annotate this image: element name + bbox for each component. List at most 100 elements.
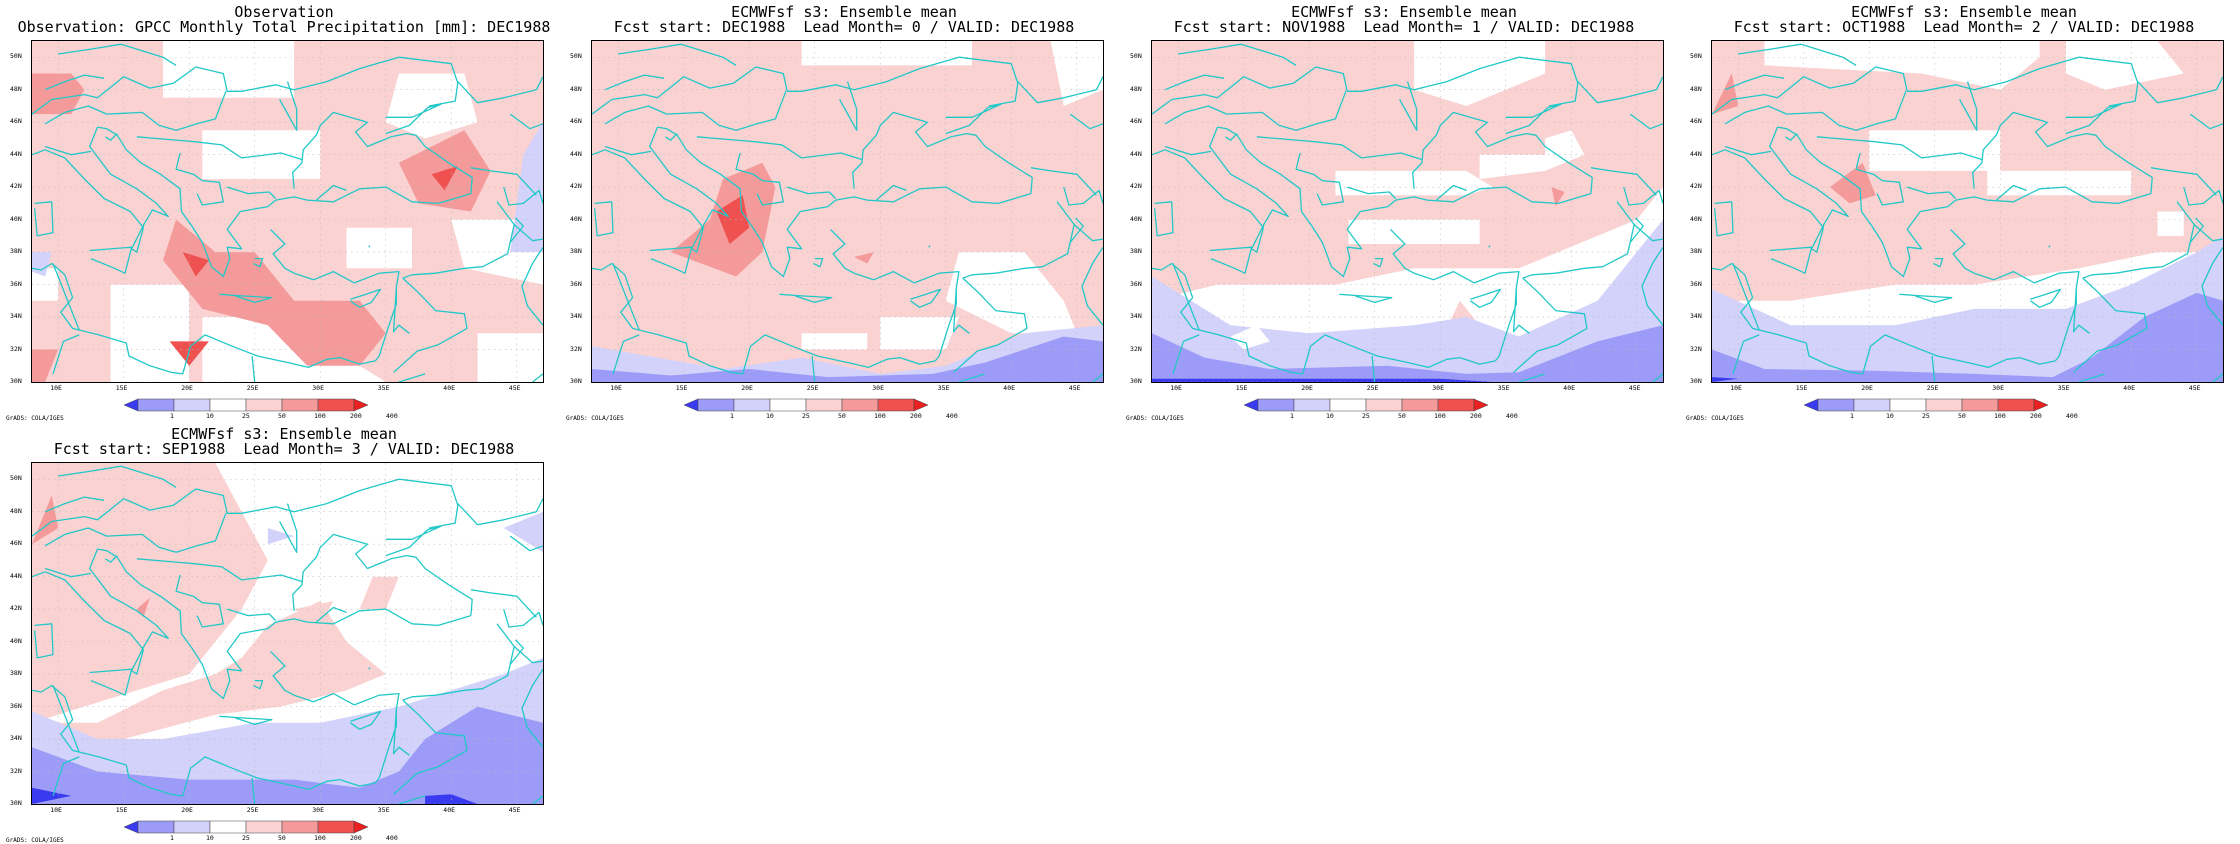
panel-subtitle: Fcst start: SEP1988 Lead Month= 3 / VALI…	[53, 440, 515, 458]
lat-tick-label: 34N	[570, 312, 582, 321]
colorbar-label: 25	[1362, 412, 1370, 420]
lat-tick-label: 48N	[1130, 84, 1142, 93]
colorbar-segment	[877, 398, 915, 412]
colorbar-arrow-low	[1804, 398, 1819, 412]
lat-tick-label: 50N	[1130, 52, 1142, 61]
coastline	[1209, 246, 1253, 274]
coastline	[2183, 186, 2223, 206]
coastline	[397, 795, 426, 804]
lat-tick-label: 50N	[10, 52, 22, 61]
coastline	[457, 498, 543, 526]
lon-tick-label: 20E	[181, 806, 193, 814]
lat-tick-label: 40N	[570, 214, 582, 223]
colorbar-label: 200	[2030, 412, 2042, 420]
coastline	[1178, 43, 1297, 66]
lon-tick-label: 15E	[115, 806, 128, 814]
coastline	[509, 639, 524, 665]
coastline	[1731, 56, 2139, 107]
colorbar-label: 10	[206, 834, 214, 842]
lat-tick-label: 36N	[10, 701, 22, 710]
coastline	[1373, 257, 1384, 268]
coastline	[350, 710, 382, 730]
coastline	[1899, 293, 1953, 304]
precip-shading	[1869, 130, 2001, 171]
coastline	[1172, 263, 1200, 331]
coastline	[1017, 76, 1103, 104]
colorbar-label: 400	[386, 412, 398, 420]
coastline	[402, 623, 515, 701]
coastline	[368, 245, 371, 248]
lat-tick-label: 44N	[1690, 149, 1702, 158]
coastline	[32, 520, 53, 537]
coastline	[33, 201, 54, 237]
lon-tick-label: 30E	[1432, 384, 1444, 392]
coastline	[32, 548, 472, 700]
colorbar-label: 200	[910, 412, 922, 420]
lon-tick-label: 20E	[181, 384, 193, 392]
precip-shading	[346, 349, 386, 382]
lat-tick-label: 48N	[1690, 84, 1702, 93]
coastline	[1152, 126, 1592, 278]
coastline	[350, 288, 382, 308]
lat-tick-label: 34N	[1130, 312, 1142, 321]
colorbar-segment	[173, 398, 211, 412]
colorbar-segment	[1853, 398, 1891, 412]
colorbar-segment	[317, 820, 355, 834]
lat-tick-label: 44N	[10, 149, 22, 158]
map-svg	[32, 463, 543, 804]
lat-tick-label: 34N	[1690, 312, 1702, 321]
lat-tick-label: 46N	[10, 117, 22, 126]
colorbar-segment	[1401, 398, 1439, 412]
lon-tick-label: 45E	[2188, 384, 2201, 392]
precip-shading	[32, 706, 543, 804]
lat-tick-label: 48N	[10, 506, 22, 515]
colorbar-label: 10	[1886, 412, 1894, 420]
lat-tick-label: 44N	[1130, 149, 1142, 158]
lat-tick-label: 38N	[10, 669, 22, 678]
coastline	[32, 228, 400, 375]
coastline	[1712, 228, 2080, 375]
precip-shading	[1348, 219, 1480, 244]
precip-shading	[110, 284, 190, 382]
precip-shading	[202, 130, 321, 179]
coastline	[44, 567, 92, 578]
lat-tick-label: 38N	[1130, 247, 1142, 256]
coastline	[1816, 136, 1983, 161]
coastline	[1488, 245, 1491, 248]
precip-shading	[477, 333, 543, 382]
precip-shading	[32, 252, 52, 277]
coastline	[1641, 246, 1663, 326]
colorbar-segment	[1329, 398, 1367, 412]
precip-shading	[1551, 187, 1565, 207]
lon-tick-label: 10E	[50, 806, 62, 814]
lon-tick-label: 40E	[1003, 384, 1016, 392]
coastline	[44, 145, 92, 156]
coastline	[1172, 334, 1200, 375]
coastline	[696, 136, 863, 161]
coastline	[32, 98, 53, 115]
colorbar	[124, 820, 369, 834]
colorbar-segment	[769, 398, 807, 412]
colorbar-segment	[1961, 398, 1999, 412]
colorbar-label: 1	[730, 412, 734, 420]
lat-tick-label: 32N	[10, 766, 22, 775]
coastline	[593, 201, 614, 237]
lon-tick-label: 35E	[377, 806, 390, 814]
colorbar-segment	[1293, 398, 1331, 412]
coastline	[1724, 145, 1772, 156]
lat-tick-label: 44N	[10, 571, 22, 580]
coastline	[1225, 133, 1238, 141]
precip-shading	[346, 227, 412, 269]
lat-tick-label: 40N	[1690, 214, 1702, 223]
coastline	[1171, 56, 1579, 107]
lon-tick-label: 40E	[1563, 384, 1576, 392]
lon-tick-label: 25E	[806, 384, 819, 392]
coastline	[44, 496, 105, 513]
precip-shading	[32, 268, 59, 301]
lon-tick-label: 45E	[1068, 384, 1081, 392]
coastline	[105, 133, 118, 141]
precip-shading	[182, 252, 209, 277]
coastline	[509, 217, 524, 243]
colorbar	[124, 398, 369, 412]
coastline	[44, 91, 227, 131]
